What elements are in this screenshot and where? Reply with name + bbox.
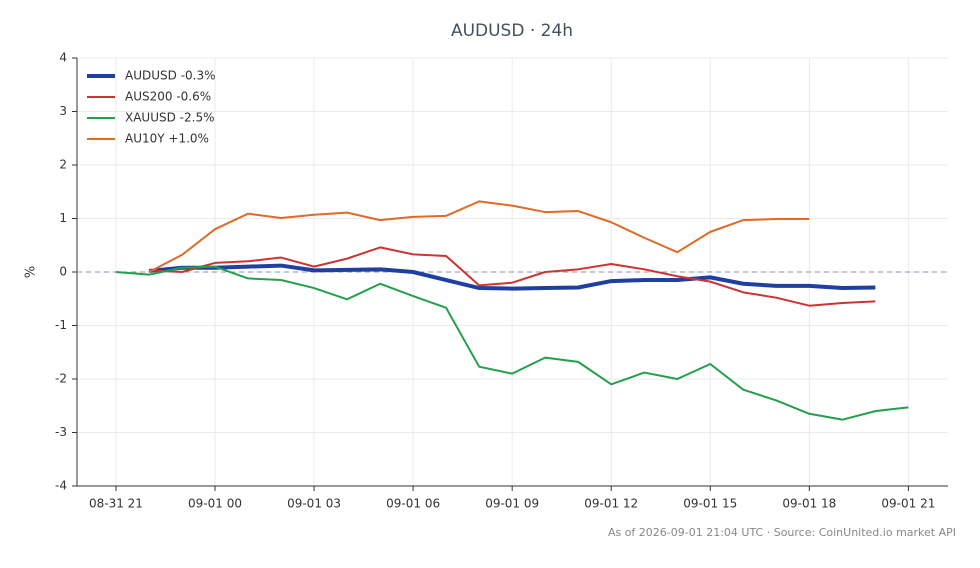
footnote: As of 2026-09-01 21:04 UTC · Source: Coi… [608, 526, 956, 539]
x-tick-label: 09-01 09 [485, 497, 539, 511]
x-tick-label: 09-01 00 [188, 497, 242, 511]
legend-label: AUDUSD -0.3% [125, 69, 216, 83]
x-tick-label: 09-01 15 [683, 497, 737, 511]
y-tick-label: -1 [55, 318, 67, 332]
series-line [115, 265, 909, 421]
y-axis-label: % [24, 266, 39, 278]
x-tick-label: 09-01 18 [782, 497, 836, 511]
series-line [148, 246, 876, 307]
y-tick-label: 4 [59, 51, 67, 65]
y-tick-label: -2 [55, 372, 67, 386]
y-tick-label: 2 [59, 158, 67, 172]
x-tick-label: 08-31 21 [89, 497, 143, 511]
legend-label: XAUUSD -2.5% [125, 111, 214, 125]
series-line [148, 200, 810, 273]
y-tick-label: 0 [59, 265, 67, 279]
legend-label: AU10Y +1.0% [125, 132, 209, 146]
x-tick-label: 09-01 06 [386, 497, 440, 511]
y-tick-label: 1 [59, 211, 67, 225]
x-tick-label: 09-01 12 [584, 497, 638, 511]
x-tick-label: 09-01 21 [881, 497, 935, 511]
y-tick-label: -4 [55, 479, 67, 493]
x-tick-label: 09-01 03 [287, 497, 341, 511]
legend-label: AUS200 -0.6% [125, 90, 211, 104]
y-tick-label: 3 [59, 104, 67, 118]
y-tick-label: -3 [55, 425, 67, 439]
series-line [148, 263, 876, 291]
chart-title: AUDUSD · 24h [451, 21, 573, 41]
